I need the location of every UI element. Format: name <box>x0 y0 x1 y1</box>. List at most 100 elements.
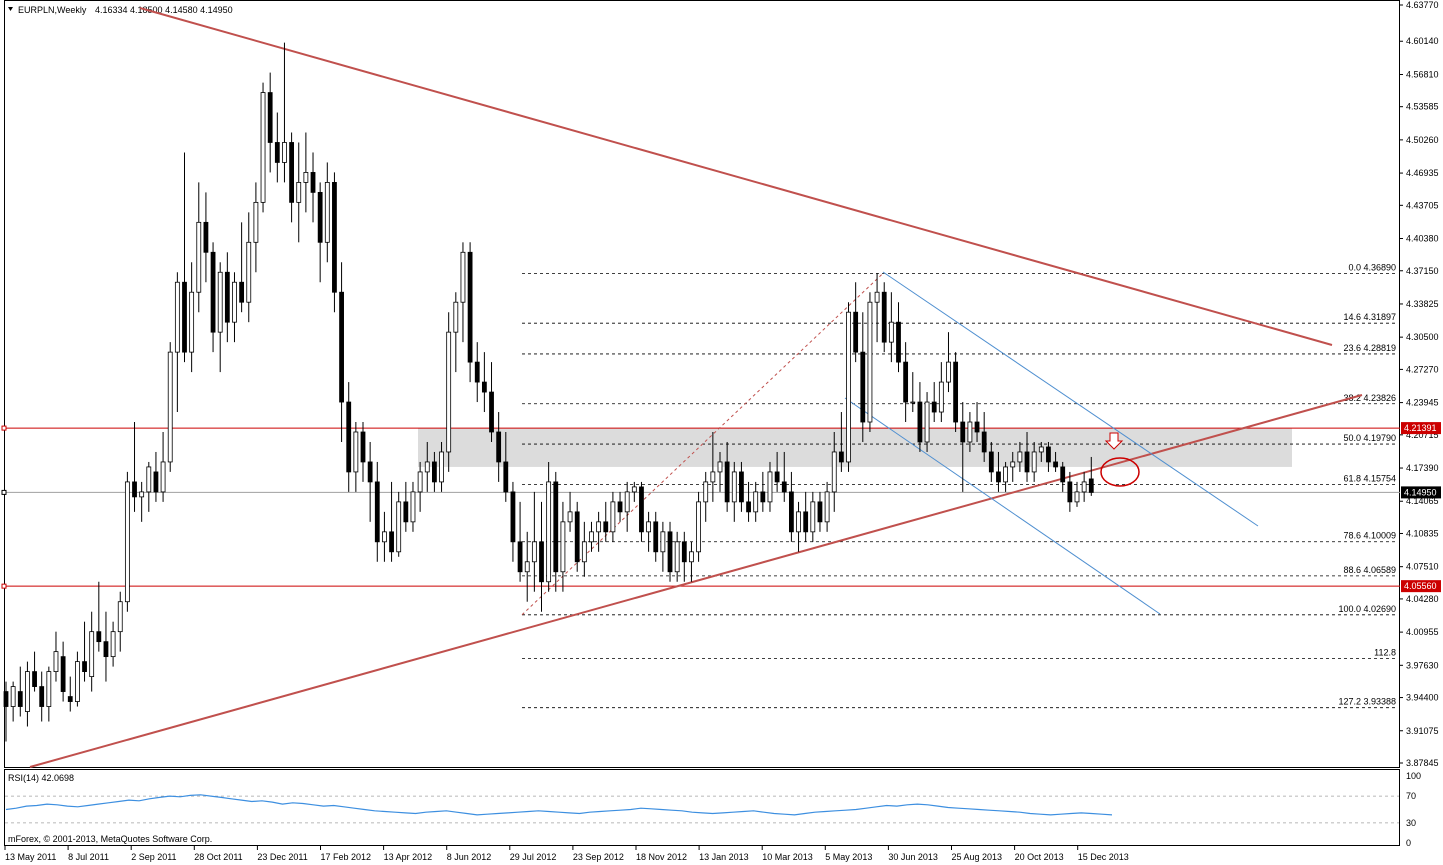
bullish-candle <box>1081 481 1087 493</box>
bearish-candle <box>239 281 245 303</box>
bearish-candle <box>1060 466 1066 483</box>
resistance-zone-layer <box>418 428 1292 467</box>
bullish-candle <box>624 491 630 513</box>
bearish-candle <box>817 501 823 523</box>
bullish-candle <box>589 531 594 543</box>
time-axis-label: 23 Sep 2012 <box>573 852 624 862</box>
bearish-candle <box>960 421 966 443</box>
bullish-candle <box>10 686 16 707</box>
price-axis-label: 4.56810 <box>1406 69 1439 79</box>
bullish-candle <box>110 631 116 658</box>
bearish-candle <box>974 421 980 433</box>
time-axis-label: 5 May 2013 <box>825 852 872 862</box>
price-marker-label: 4.05560 <box>1404 581 1437 591</box>
bearish-candle <box>953 361 959 423</box>
bearish-candle <box>182 281 187 353</box>
bearish-candle <box>274 142 280 163</box>
bearish-candle <box>803 511 809 533</box>
bullish-candle <box>596 521 602 533</box>
fib-level-label: 50.0 4.19790 <box>1343 433 1396 443</box>
bullish-candle <box>646 521 651 533</box>
bullish-candle <box>146 466 152 493</box>
bullish-candle <box>874 291 880 303</box>
price-axis: 4.63770 4.60140 4.56810 4.53585 4.50260 4.469… <box>1400 0 1439 768</box>
bullish-candle <box>546 481 552 583</box>
rsi-axis-label: 100 <box>1406 771 1421 781</box>
fib-level-label: 88.6 4.06589 <box>1343 565 1396 575</box>
time-axis-label: 10 Mar 2013 <box>762 852 813 862</box>
ohlc-label: 4.16334 4.18500 4.14580 4.14950 <box>95 5 233 15</box>
bullish-candle <box>253 201 259 243</box>
price-axis-label: 4.50260 <box>1406 135 1439 145</box>
channel-lower-line <box>844 397 1161 615</box>
bullish-candle <box>938 381 944 413</box>
bullish-candle <box>303 172 309 183</box>
bullish-candle <box>417 471 423 493</box>
bullish-candle <box>353 431 359 473</box>
time-axis-label: 25 Aug 2013 <box>952 852 1003 862</box>
bullish-candle <box>767 471 773 503</box>
fib-level-label: 0.0 4.36890 <box>1348 262 1396 272</box>
bearish-candle <box>881 291 887 343</box>
fib-level-label: 23.6 4.28819 <box>1343 343 1396 353</box>
rsi-panel: 100 70 30 0 <box>5 771 1421 848</box>
bearish-candle <box>496 431 502 463</box>
bullish-candle <box>139 491 145 498</box>
bullish-candle <box>753 491 759 513</box>
fib-level-label: 61.8 4.15754 <box>1343 473 1396 483</box>
fib-level-label: 127.2 3.93388 <box>1338 697 1396 707</box>
bearish-candle <box>82 661 87 673</box>
bearish-candle <box>310 172 316 193</box>
price-marker-dot <box>1 489 7 495</box>
bullish-candle <box>946 361 951 383</box>
time-axis-label: 20 Oct 2013 <box>1015 852 1064 862</box>
ascending-trendline <box>29 394 1363 768</box>
time-axis-label: 8 Jun 2012 <box>447 852 492 862</box>
bearish-candle <box>32 671 37 687</box>
bearish-candle <box>981 431 987 453</box>
bullish-candle <box>1031 451 1037 473</box>
bullish-candle <box>453 301 459 333</box>
bearish-candle <box>474 361 480 383</box>
bearish-candle <box>517 541 523 573</box>
price-axis-label: 3.91075 <box>1406 726 1439 736</box>
time-axis-label: 17 Feb 2012 <box>321 852 372 862</box>
bullish-candle <box>260 92 266 203</box>
bearish-candle <box>574 511 580 563</box>
bullish-candle <box>524 561 530 573</box>
price-axis-label: 4.10835 <box>1406 528 1439 538</box>
bearish-candle <box>317 191 323 243</box>
time-axis-label: 23 Dec 2011 <box>257 852 307 862</box>
rsi-axis-label: 0 <box>1406 838 1411 848</box>
time-axis-label: 29 Jul 2012 <box>510 852 557 862</box>
price-axis-label: 3.87845 <box>1406 758 1439 768</box>
candles-layer <box>3 42 1094 742</box>
bullish-candle <box>46 671 52 707</box>
bullish-candle <box>25 671 30 712</box>
symbol-label: EURPLN,Weekly <box>18 5 87 15</box>
fib-level-label: 112.8 <box>1374 647 1396 657</box>
bearish-candle <box>289 142 295 203</box>
price-marker <box>1401 486 1441 499</box>
bullish-candle <box>1017 451 1023 463</box>
bullish-candle <box>53 651 59 673</box>
fib-level-label: 78.6 4.10009 <box>1343 531 1396 541</box>
time-axis-label: 30 Jun 2013 <box>888 852 938 862</box>
bullish-candle <box>1074 491 1080 503</box>
bullish-candle <box>217 271 223 333</box>
triangle-down-icon[interactable] <box>8 7 13 11</box>
price-axis-label: 4.07510 <box>1406 562 1439 572</box>
price-marker-dot <box>1 583 7 589</box>
bearish-candle <box>346 401 352 473</box>
price-markers: 4.21391 4.14950 4.05560 <box>1 422 1441 593</box>
bearish-candle <box>3 691 9 707</box>
bullish-candle <box>1010 461 1016 468</box>
bearish-candle <box>224 271 230 323</box>
bullish-candle <box>124 481 130 603</box>
price-axis-label: 4.40380 <box>1406 234 1439 244</box>
bullish-candle <box>75 661 80 702</box>
bullish-candle <box>282 142 287 163</box>
bullish-candle <box>246 241 252 303</box>
price-axis-label: 3.97630 <box>1406 660 1439 670</box>
